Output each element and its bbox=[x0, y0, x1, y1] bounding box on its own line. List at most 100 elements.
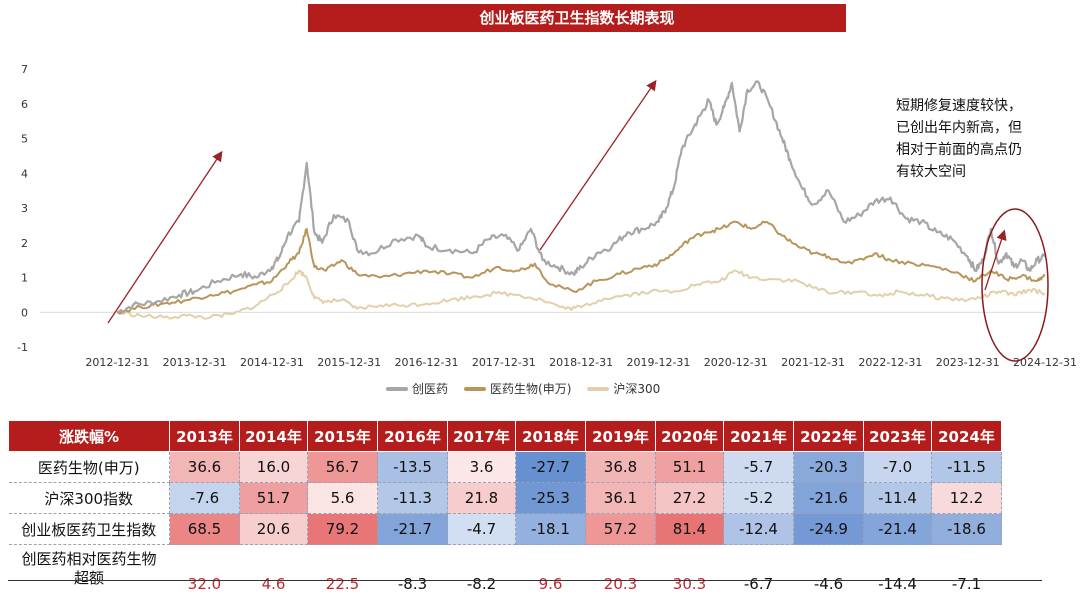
excess-cell: 20.3 bbox=[586, 545, 656, 593]
x-tick-label: 2019-12-31 bbox=[626, 356, 690, 369]
table-cell: -24.9 bbox=[794, 514, 864, 545]
y-tick-label: 4 bbox=[21, 167, 28, 180]
table-cell: -7.0 bbox=[864, 452, 932, 483]
annotation-line: 相对于前面的高点仍 bbox=[896, 139, 1066, 161]
legend-item-cyy: 创医药 bbox=[386, 380, 448, 397]
chart-annotation: 短期修复速度较快， 已创出年内新高，但 相对于前面的高点仍 有较大空间 bbox=[896, 95, 1066, 183]
excess-cell: 22.5 bbox=[308, 545, 378, 593]
legend-swatch bbox=[386, 387, 408, 391]
y-tick-label: 7 bbox=[21, 63, 28, 76]
excess-cell: -8.2 bbox=[448, 545, 516, 593]
table-bottom-rule bbox=[8, 580, 1042, 581]
legend-label: 沪深300 bbox=[613, 380, 660, 397]
x-tick-label: 2016-12-31 bbox=[395, 356, 459, 369]
table-header-year: 2021年 bbox=[724, 421, 794, 452]
annotation-line: 有较大空间 bbox=[896, 161, 1066, 183]
table-cell: -12.4 bbox=[724, 514, 794, 545]
table-cell: -11.5 bbox=[932, 452, 1002, 483]
table-cell: 27.2 bbox=[656, 483, 724, 514]
table-cell: -13.5 bbox=[378, 452, 448, 483]
table-header-year: 2022年 bbox=[794, 421, 864, 452]
table-cell: -18.6 bbox=[932, 514, 1002, 545]
table-cell: -4.7 bbox=[448, 514, 516, 545]
row-label: 医药生物(申万) bbox=[9, 452, 170, 483]
highlight-ellipse bbox=[982, 209, 1048, 361]
x-tick-label: 2020-12-31 bbox=[704, 356, 768, 369]
y-tick-label: 0 bbox=[21, 306, 28, 319]
y-tick-label: 2 bbox=[21, 237, 28, 250]
x-tick-label: 2024-12-31 bbox=[1013, 356, 1077, 369]
table-cell: -18.1 bbox=[516, 514, 586, 545]
x-tick-label: 2018-12-31 bbox=[549, 356, 613, 369]
table-cell: 56.7 bbox=[308, 452, 378, 483]
table-cell: 20.6 bbox=[240, 514, 308, 545]
table-cell: -11.3 bbox=[378, 483, 448, 514]
row-label: 创业板医药卫生指数 bbox=[9, 514, 170, 545]
table-header-year: 2019年 bbox=[586, 421, 656, 452]
x-tick-label: 2015-12-31 bbox=[317, 356, 381, 369]
table-cell: 36.8 bbox=[586, 452, 656, 483]
table-cell: 12.2 bbox=[932, 483, 1002, 514]
table-cell: 51.1 bbox=[656, 452, 724, 483]
legend-swatch bbox=[587, 387, 609, 391]
x-tick-label: 2021-12-31 bbox=[781, 356, 845, 369]
table-header-year: 2023年 bbox=[864, 421, 932, 452]
excess-cell: -7.1 bbox=[932, 545, 1002, 593]
legend-item-hs300: 沪深300 bbox=[587, 380, 660, 397]
excess-cell: -8.3 bbox=[378, 545, 448, 593]
table-cell: 21.8 bbox=[448, 483, 516, 514]
x-tick-label: 2014-12-31 bbox=[240, 356, 304, 369]
table-cell: 5.6 bbox=[308, 483, 378, 514]
table-cell: -21.7 bbox=[378, 514, 448, 545]
table-cell: 16.0 bbox=[240, 452, 308, 483]
table-cell: 57.2 bbox=[586, 514, 656, 545]
table-cell: 79.2 bbox=[308, 514, 378, 545]
x-tick-label: 2013-12-31 bbox=[163, 356, 227, 369]
table-cell: -21.6 bbox=[794, 483, 864, 514]
table-cell: -7.6 bbox=[170, 483, 240, 514]
annotation-line: 短期修复速度较快， bbox=[896, 95, 1066, 117]
x-tick-label: 2022-12-31 bbox=[858, 356, 922, 369]
excess-cell: -6.7 bbox=[724, 545, 794, 593]
row-label: 创医药相对医药生物超额 bbox=[9, 545, 170, 593]
table-cell: 81.4 bbox=[656, 514, 724, 545]
table-header-year: 2016年 bbox=[378, 421, 448, 452]
table-cell: 68.5 bbox=[170, 514, 240, 545]
trend-arrow bbox=[540, 82, 655, 250]
table-cell: -20.3 bbox=[794, 452, 864, 483]
excess-cell: -14.4 bbox=[864, 545, 932, 593]
table-cell: -21.4 bbox=[864, 514, 932, 545]
table-header-label: 涨跌幅% bbox=[9, 421, 170, 452]
table-cell: -5.2 bbox=[724, 483, 794, 514]
table-cell: 36.6 bbox=[170, 452, 240, 483]
table-header-year: 2014年 bbox=[240, 421, 308, 452]
y-tick-label: 5 bbox=[21, 133, 28, 146]
legend-item-yysw: 医药生物(申万) bbox=[464, 380, 571, 397]
excess-cell: 9.6 bbox=[516, 545, 586, 593]
y-tick-label: 1 bbox=[21, 272, 28, 285]
table-cell: 3.6 bbox=[448, 452, 516, 483]
x-tick-label: 2023-12-31 bbox=[936, 356, 1000, 369]
table-cell: -25.3 bbox=[516, 483, 586, 514]
table-header-year: 2013年 bbox=[170, 421, 240, 452]
table-cell: 36.1 bbox=[586, 483, 656, 514]
excess-cell: 32.0 bbox=[170, 545, 240, 593]
legend-label: 创医药 bbox=[412, 380, 448, 397]
legend: 创医药 医药生物(申万) 沪深300 bbox=[386, 380, 660, 397]
table-cell: 51.7 bbox=[240, 483, 308, 514]
row-label-line: 创医药相对医药生物 bbox=[9, 550, 170, 569]
table-cell: -5.7 bbox=[724, 452, 794, 483]
table-header-year: 2018年 bbox=[516, 421, 586, 452]
x-tick-label: 2017-12-31 bbox=[472, 356, 536, 369]
y-tick-label: 6 bbox=[21, 98, 28, 111]
legend-swatch bbox=[464, 387, 486, 391]
excess-cell: 4.6 bbox=[240, 545, 308, 593]
table-header-year: 2015年 bbox=[308, 421, 378, 452]
table-header-year: 2024年 bbox=[932, 421, 1002, 452]
